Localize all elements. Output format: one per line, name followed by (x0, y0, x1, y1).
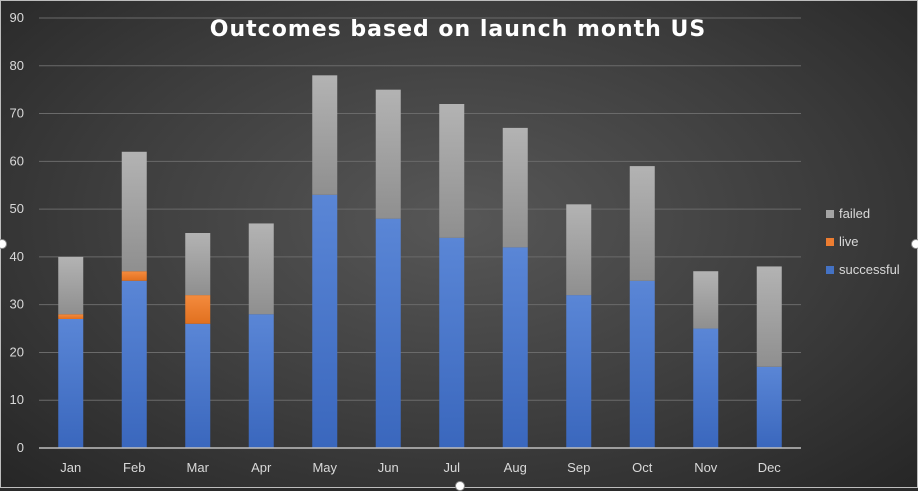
y-tick-label: 30 (10, 297, 24, 312)
x-tick-label: Jan (60, 460, 81, 475)
y-tick-label: 40 (10, 249, 24, 264)
legend-swatch-successful (826, 266, 834, 274)
bar-failed-nov[interactable] (693, 271, 719, 329)
chart-title: Outcomes based on launch month US (210, 17, 706, 42)
bar-failed-apr[interactable] (248, 223, 274, 315)
y-tick-label: 20 (10, 344, 24, 359)
bar-successful-dec[interactable] (756, 366, 782, 448)
gridlines (39, 17, 801, 401)
legend-label-live: live (839, 234, 859, 249)
bar-failed-may[interactable] (312, 75, 338, 195)
bar-successful-jun[interactable] (375, 218, 401, 448)
bar-failed-feb[interactable] (121, 151, 147, 272)
x-tick-label: Apr (251, 460, 272, 475)
axes: 0 10 20 30 40 50 60 70 80 90 Jan Feb Mar Apr May Jun Jul… (10, 10, 801, 475)
y-tick-label: 80 (10, 58, 24, 73)
bar-failed-mar[interactable] (185, 233, 211, 296)
bar-successful-may[interactable] (312, 194, 338, 448)
bar-successful-nov[interactable] (693, 328, 719, 448)
y-tick-label: 10 (10, 392, 24, 407)
resize-handle-right[interactable] (911, 239, 918, 249)
x-tick-label: Mar (187, 460, 210, 475)
bar-live-jan[interactable] (58, 314, 84, 319)
bar-successful-mar[interactable] (185, 323, 211, 448)
x-tick-label: May (312, 460, 337, 475)
bar-successful-sep[interactable] (566, 295, 592, 448)
legend-swatch-live (826, 238, 834, 246)
x-tick-label: Aug (504, 460, 527, 475)
x-tick-label: Feb (123, 460, 145, 475)
resize-handle-left[interactable] (0, 239, 7, 249)
bar-live-mar[interactable] (185, 295, 211, 324)
bar-failed-sep[interactable] (566, 204, 592, 296)
bar-successful-jan[interactable] (58, 319, 84, 448)
legend: failed live successful (826, 206, 900, 277)
bar-failed-jun[interactable] (375, 89, 401, 219)
x-tick-label: Jul (443, 460, 460, 475)
bar-failed-jan[interactable] (58, 256, 84, 315)
x-tick-label: Nov (694, 460, 718, 475)
bar-live-feb[interactable] (121, 271, 147, 281)
x-tick-label: Oct (632, 460, 653, 475)
legend-swatch-failed (826, 210, 834, 218)
x-tick-label: Sep (567, 460, 590, 475)
y-tick-label: 0 (17, 440, 24, 455)
y-tick-label: 90 (10, 10, 24, 25)
y-tick-label: 50 (10, 201, 24, 216)
legend-label-successful: successful (839, 262, 900, 277)
legend-label-failed: failed (839, 206, 870, 221)
resize-handle-bottom[interactable] (455, 481, 465, 491)
x-tick-label: Dec (758, 460, 782, 475)
bar-successful-apr[interactable] (248, 314, 274, 448)
bar-failed-jul[interactable] (439, 104, 465, 238)
bar-successful-oct[interactable] (629, 280, 655, 448)
bars (58, 75, 782, 448)
y-tick-label: 60 (10, 153, 24, 168)
bar-failed-aug[interactable] (502, 127, 528, 248)
bar-successful-jul[interactable] (439, 237, 465, 448)
bar-successful-aug[interactable] (502, 247, 528, 448)
x-tick-label: Jun (378, 460, 399, 475)
bar-failed-oct[interactable] (629, 166, 655, 281)
y-tick-label: 70 (10, 106, 24, 121)
bar-successful-feb[interactable] (121, 280, 147, 448)
bar-failed-dec[interactable] (756, 266, 782, 367)
